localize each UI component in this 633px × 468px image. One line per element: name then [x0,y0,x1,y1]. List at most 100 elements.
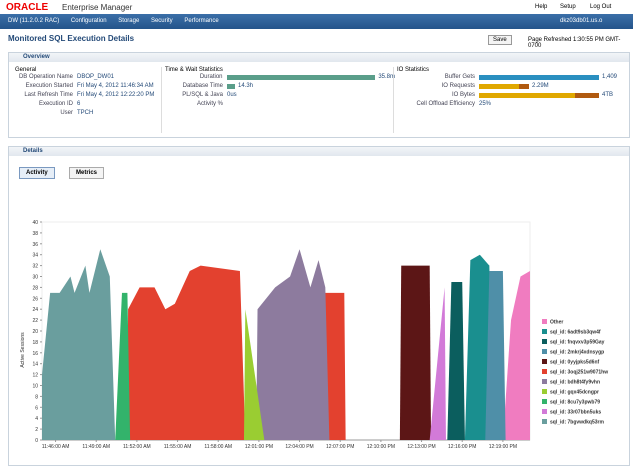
link[interactable]: Log Out [590,4,612,10]
tab[interactable]: Metrics [69,167,105,179]
group-title: General [15,67,37,73]
legend-swatch [542,419,547,424]
menu[interactable]: Security [150,18,173,24]
stat-label: Duration [199,74,223,80]
area [502,271,530,440]
product: Enterprise Manager [62,3,133,12]
y-tick-label: 36 [32,242,38,248]
legend-swatch [542,399,547,404]
stat-row: Buffer Gets 1,409 [397,73,627,82]
stat-value: DBOP_DW01 [77,74,115,80]
legend-swatch [542,389,547,394]
x-tick-label: 12:10:00 PM [367,444,395,450]
y-tick-label: 2 [35,427,38,433]
y-tick-label: 12 [32,373,38,379]
y-tick-label: 10 [32,384,38,390]
stat-label: Activity % [196,101,223,107]
stat-value: 1,409 [602,74,618,80]
page-title: Monitored SQL Execution Details [8,34,135,43]
x-tick-label: 12:01:00 PM [245,444,273,450]
y-axis-label: Active Sessions [20,332,26,368]
y-tick-label: 16 [32,351,38,357]
legend-swatch [542,329,547,334]
legend-label: sql_id: 6adt9sb3qw4f [550,330,601,336]
tab[interactable]: Activity [19,167,55,179]
stat-value: 4TB [602,92,614,98]
stat-row: Execution Started Fri May 4, 2012 11:46:3… [15,82,160,91]
y-tick-label: 4 [35,416,38,422]
menu[interactable]: Configuration [70,18,107,24]
y-tick-label: 24 [32,307,38,313]
stat-value: Fri May 4, 2012 11:46:34 AM [77,83,154,89]
area [42,249,116,440]
stat-row: Execution ID 6 [15,100,160,109]
area [399,265,432,440]
stat-value: 14.3h [238,83,254,89]
area [429,287,446,440]
area [256,249,330,440]
link[interactable]: Setup [560,4,576,10]
x-tick-label: 11:46:00 AM [42,444,70,450]
stat-label: Last Refresh Time [24,92,73,98]
legend-label: sql_id: gqx45dcngpr [550,390,599,396]
save-button[interactable]: Save [488,35,512,45]
legend-label: sql_id: 7bgvwdkq53rm [550,420,604,426]
target[interactable]: DW (11.2.0.2 RAC) [8,18,60,24]
x-tick-label: 11:49:00 AM [82,444,110,450]
y-tick-label: 6 [35,405,38,411]
legend-label: Other [550,320,563,326]
group-title: IO Statistics [397,67,430,73]
y-tick-label: 32 [32,264,38,270]
y-tick-label: 30 [32,275,38,281]
stat-row: IO Requests 2.29M [397,82,627,91]
x-tick-label: 11:58:00 AM [204,444,232,450]
stat-bar [479,75,599,80]
stat-label: User [60,110,73,116]
legend-swatch [542,379,547,384]
stat-label: IO Requests [441,83,475,89]
stat-value: 6 [77,101,81,107]
y-tick-label: 20 [32,329,38,335]
section-title: Details [9,147,629,156]
menu[interactable]: Storage [118,18,140,24]
y-tick-label: 8 [35,394,38,400]
stat-label: PL/SQL & Java [182,92,223,98]
y-tick-label: 34 [32,253,38,259]
area [127,265,346,440]
area [464,254,494,440]
stat-bar [479,84,529,89]
overview: Overview General DB Operation Name DBOP_D… [8,52,630,138]
legend-swatch [542,359,547,364]
legend-swatch [542,339,547,344]
stat-row: Cell Offload Efficiency 25% [397,100,627,109]
y-tick-label: 14 [32,362,38,368]
legend-label: sql_id: fnqvxv3p59Gay [550,340,605,346]
y-tick-label: 0 [35,438,38,444]
stat-value: 2.29M [532,83,549,89]
stat-row: User TPCH [15,109,160,118]
stat-bar [226,75,376,80]
brand: ORACLE [6,2,49,13]
stat-value: 25% [479,101,492,107]
nav-bar: DW (11.2.0.2 RAC) Configuration Storage … [0,14,633,29]
x-tick-label: 12:13:00 PM [407,444,435,450]
legend-label: sql_id: 3oqj251w9071hw [550,370,608,376]
x-tick-label: 12:16:00 PM [448,444,476,450]
y-tick-label: 40 [32,220,38,226]
stat-label: DB Operation Name [18,74,73,80]
x-tick-label: 11:55:00 AM [164,444,192,450]
menu[interactable]: Performance [184,18,219,24]
link[interactable]: Help [535,4,548,10]
y-tick-label: 38 [32,231,38,237]
stat-label: Buffer Gets [444,74,475,80]
stat-value: 0us [227,92,237,98]
legend-swatch [542,349,547,354]
stat-row: Last Refresh Time Fri May 4, 2012 12:22:2… [15,91,160,100]
general: General DB Operation Name DBOP_DW01 Execut… [15,67,160,118]
refreshed: Page Refreshed 1:30:55 PM GMT-0700 [528,37,621,49]
x-tick-label: 11:52:00 AM [123,444,151,450]
stat-bar [227,84,235,89]
stat-label: IO Bytes [451,92,475,98]
host[interactable]: dkz03db01.us.o [560,18,603,24]
